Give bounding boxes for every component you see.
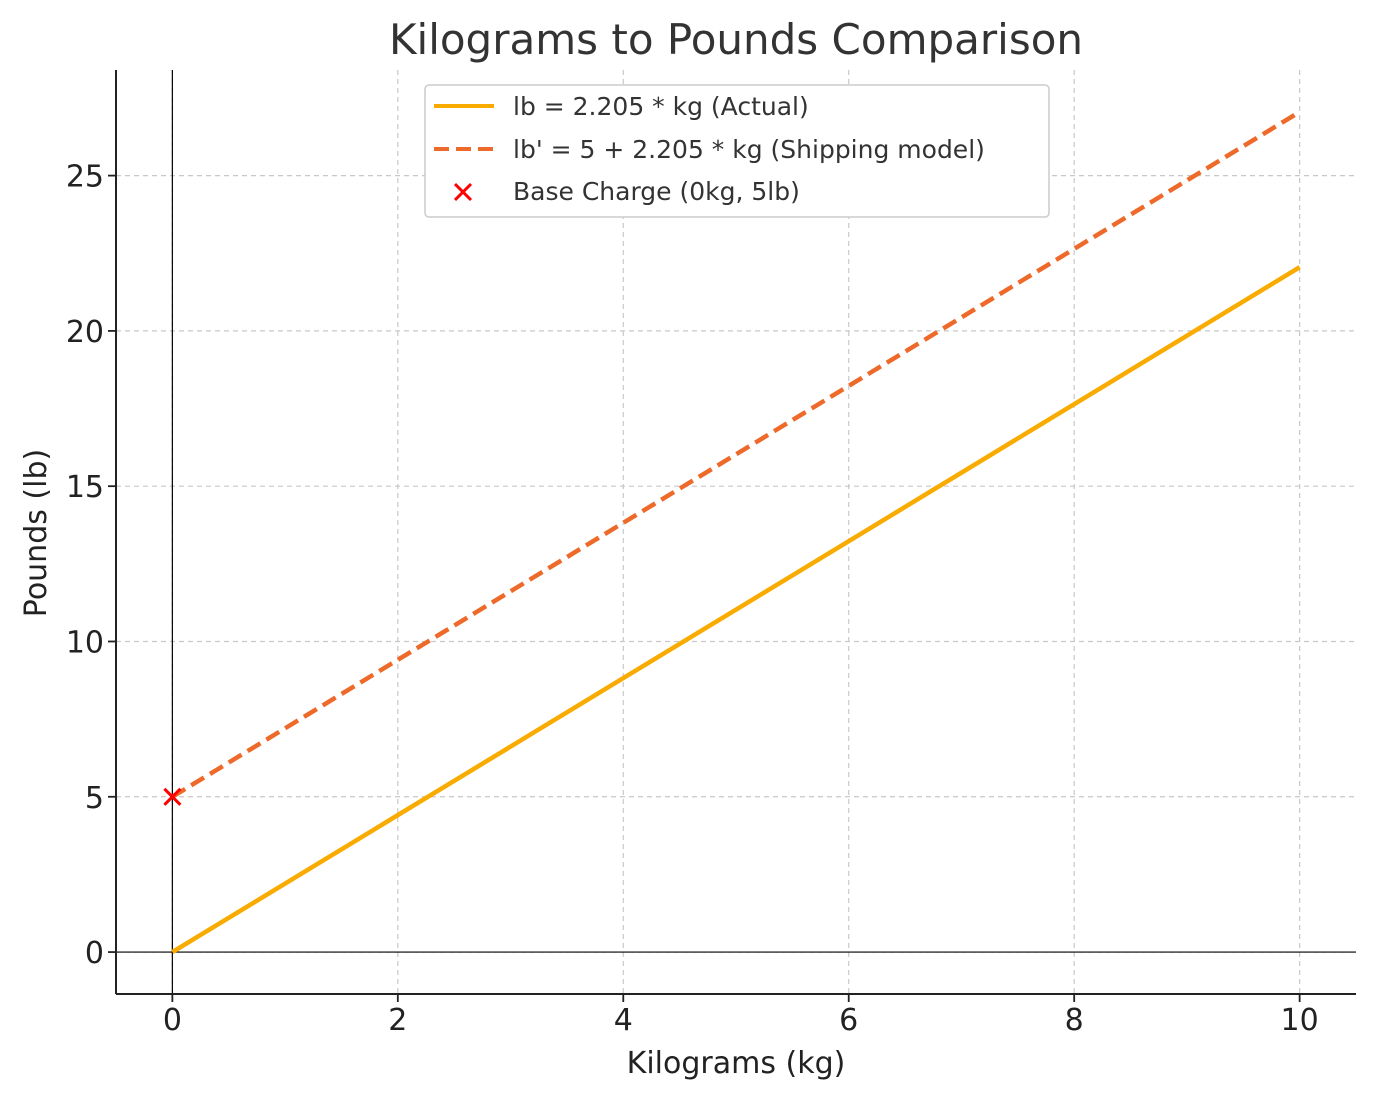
chart-title: Kilograms to Pounds Comparison — [389, 15, 1083, 64]
legend-label-shipping: lb' = 5 + 2.205 * kg (Shipping model) — [513, 135, 985, 164]
x-axis-title: Kilograms (kg) — [627, 1046, 846, 1081]
legend-label-base-charge: Base Charge (0kg, 5lb) — [513, 177, 800, 206]
base-charge-marker — [163, 787, 182, 806]
x-tick-label: 0 — [163, 1003, 182, 1038]
x-tick-label: 8 — [1065, 1003, 1084, 1038]
y-tick-label: 5 — [85, 781, 104, 816]
y-tick-label: 10 — [66, 625, 104, 660]
reference-lines — [116, 70, 1356, 994]
legend-label-actual: lb = 2.205 * kg (Actual) — [513, 92, 809, 121]
x-tick-label: 6 — [839, 1003, 858, 1038]
y-tick-label: 15 — [66, 470, 104, 505]
ticks: 0 2 4 6 8 10 0 5 10 15 20 25 — [66, 160, 1319, 1038]
y-tick-label: 0 — [85, 936, 104, 971]
x-tick-label: 4 — [614, 1003, 633, 1038]
base-charge-marker-stroke — [163, 787, 182, 806]
x-tick-label: 2 — [388, 1003, 407, 1038]
legend: lb = 2.205 * kg (Actual) lb' = 5 + 2.205… — [424, 84, 1050, 218]
axes — [115, 70, 1356, 995]
y-axis-title: Pounds (lb) — [19, 449, 54, 617]
legend-box — [424, 84, 1050, 218]
y-tick-label: 20 — [66, 315, 104, 350]
x-tick-label: 10 — [1281, 1003, 1319, 1038]
series-layer — [163, 110, 1301, 954]
y-tick-label: 25 — [66, 160, 104, 195]
legend-marker-base-charge — [453, 182, 473, 202]
series-line-actual — [171, 265, 1301, 954]
